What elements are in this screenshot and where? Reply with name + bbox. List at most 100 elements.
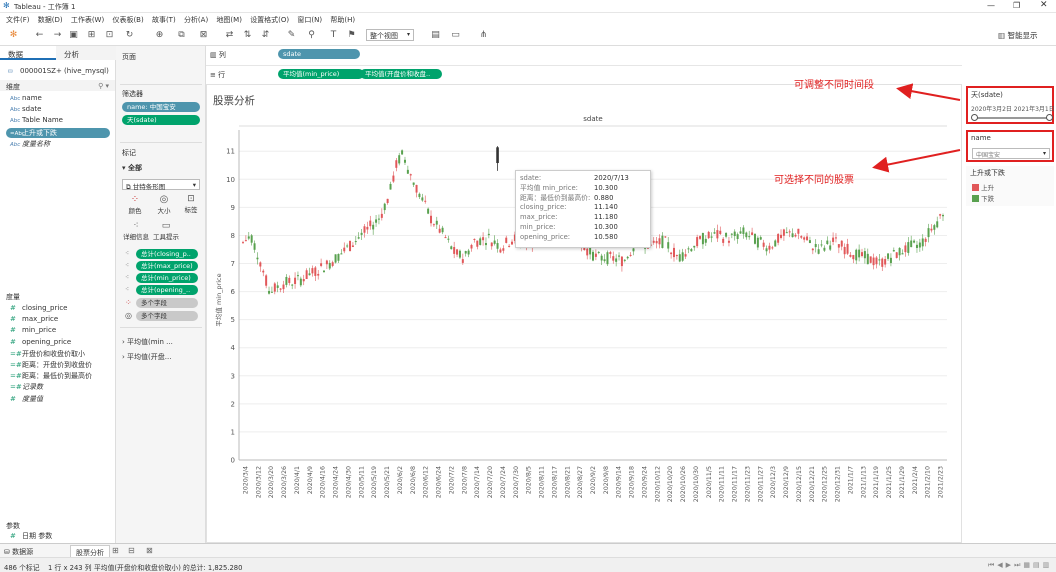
measure-item[interactable]: =#距离：开盘价到收盘价 — [10, 360, 92, 370]
mark-field-pill[interactable]: 总计(opening_.. — [136, 285, 198, 295]
menu-story[interactable]: 故事(T) — [151, 16, 176, 24]
multi-field-pill[interactable]: 多个字段 — [136, 298, 198, 308]
menu-file[interactable]: 文件(F) — [6, 16, 30, 24]
tooltip-row: min_price: 10.300 — [520, 223, 646, 233]
dimension-item[interactable]: Abc Table Name — [10, 116, 63, 124]
size-button[interactable]: ◎ 大小 — [153, 194, 175, 215]
dimension-item[interactable]: Abc 度量名称 — [10, 139, 50, 149]
menu-map[interactable]: 地图(M) — [216, 16, 242, 24]
tableau-home-icon[interactable]: ✻ — [9, 30, 18, 40]
menu-format[interactable]: 设置格式(O) — [250, 16, 290, 24]
pin-icon[interactable]: ⚑ — [347, 30, 356, 40]
show-cards-icon[interactable]: ▤ — [431, 30, 440, 40]
tooltip-button[interactable]: ▭ 工具提示 — [152, 221, 180, 241]
sheet-nav-buttons[interactable]: ⏮◀▶⏭▦▤▥ — [988, 561, 1053, 569]
name-filter-card[interactable]: name 中国宝安 ▾ — [966, 130, 1054, 162]
column-pill-sdate[interactable]: sdate — [278, 49, 360, 59]
search-icon[interactable]: ⚲ ▾ — [98, 82, 109, 90]
show-me-button[interactable]: ▥ 智能显示 — [998, 30, 1037, 41]
tooltip-row: max_price: 11.180 — [520, 213, 646, 223]
new-dashboard-icon[interactable]: ⊟ — [128, 546, 135, 555]
measure-item[interactable]: =#开盘价和收盘价取小 — [10, 349, 85, 359]
save-icon[interactable]: ▣ — [69, 30, 78, 40]
restore-icon[interactable]: ❐ — [1013, 1, 1021, 10]
redo-icon[interactable]: → — [53, 30, 62, 40]
string-type-icon: Abc — [10, 107, 21, 114]
presentation-icon[interactable]: ▭ — [451, 30, 460, 40]
menu-dashboard[interactable]: 仪表板(B) — [112, 16, 144, 24]
menu-help[interactable]: 帮助(H) — [330, 16, 356, 24]
view-fit-select[interactable]: 整个视图 ▾ — [366, 29, 414, 41]
mark-field-pill[interactable]: 总计(min_price) — [136, 273, 198, 283]
new-worksheet-icon[interactable]: ⊕ — [155, 30, 164, 40]
sort-asc-icon[interactable]: ⇅ — [243, 30, 252, 40]
mark-type-select[interactable]: ⧉ 甘特条形图 ▾ — [122, 179, 200, 191]
menu-data[interactable]: 数据(D) — [37, 16, 63, 24]
chevron-down-icon: ▾ — [1042, 150, 1046, 157]
duplicate-icon[interactable]: ⧉ — [178, 30, 185, 40]
row-pill-open[interactable]: 平均值(开盘价和收盘.. — [360, 69, 442, 79]
mark-field-pill[interactable]: 总计(max_price) — [136, 261, 198, 271]
new-datasource-icon[interactable]: ⊞ — [87, 30, 96, 40]
filter-pill-name[interactable]: name: 中国宝安 — [122, 102, 200, 112]
marks-card-min[interactable]: › 平均值(min ... — [122, 337, 173, 347]
candle-body — [467, 250, 470, 255]
date-slider-end-handle[interactable] — [1046, 114, 1053, 121]
share-icon[interactable]: ⋔ — [479, 30, 488, 40]
highlight-icon[interactable]: ✎ — [287, 30, 296, 40]
filter-pill-date[interactable]: 天(sdate) — [122, 115, 200, 125]
menu-analysis[interactable]: 分析(A) — [183, 16, 209, 24]
label-icon[interactable]: T — [330, 30, 337, 40]
candle-body — [655, 241, 658, 244]
candle-body — [826, 240, 829, 245]
clear-sheet-icon[interactable]: ⊠ — [199, 30, 208, 40]
dimension-item[interactable]: Abc sdate — [10, 105, 41, 113]
sheet-tabs: ⛁ 数据源 股票分析 ⊞ ⊟ ⊠ — [0, 544, 1056, 558]
swap-icon[interactable]: ⇄ — [225, 30, 234, 40]
new-story-icon[interactable]: ⊠ — [146, 546, 153, 555]
measure-item[interactable]: =#距离：最低价到最高价 — [10, 371, 92, 381]
refresh-icon[interactable]: ↻ — [125, 30, 134, 40]
multi-field-pill[interactable]: 多个字段 — [136, 311, 198, 321]
pause-update-icon[interactable]: ⊡ — [105, 30, 114, 40]
datasource-item[interactable]: ⛁ 000001SZ+ (hive_mysql) — [8, 67, 109, 75]
candle-body — [328, 262, 331, 269]
name-filter-select[interactable]: 中国宝安 ▾ — [972, 148, 1050, 159]
tab-data[interactable]: 数据 — [0, 46, 56, 60]
measure-item[interactable]: # min_price — [10, 326, 56, 334]
mark-field-pill[interactable]: 总计(closing_p.. — [136, 249, 198, 259]
measure-item[interactable]: =#记录数 — [10, 382, 43, 392]
color-button[interactable]: ⁘ 颜色 — [124, 194, 146, 215]
group-icon[interactable]: ⚲ — [308, 30, 315, 40]
measure-item[interactable]: # closing_price — [10, 304, 67, 312]
param-item[interactable]: # 日期 参数 — [10, 531, 52, 541]
legend-item-down[interactable]: 下跌 — [972, 193, 994, 203]
candle-body — [401, 150, 404, 155]
tab-analysis[interactable]: 分析 — [56, 46, 116, 60]
date-slider-track[interactable] — [974, 117, 1050, 119]
menu-worksheet[interactable]: 工作表(W) — [70, 16, 105, 24]
date-filter-card[interactable]: 天(sdate) 2020年3月2日 2021年3月1日 — [966, 86, 1055, 124]
menu-window[interactable]: 窗口(N) — [297, 16, 323, 24]
marks-card-open[interactable]: › 平均值(开盘... — [122, 352, 171, 362]
label-button[interactable]: ⊡ 标签 — [180, 194, 202, 214]
legend-item-up[interactable]: 上升 — [972, 182, 994, 192]
tab-sheet[interactable]: 股票分析 — [70, 545, 110, 557]
x-tick-label: 2020/8/11 — [539, 466, 546, 498]
marks-all-label: ▾ 全部 — [122, 163, 142, 173]
undo-icon[interactable]: ← — [35, 30, 44, 40]
sort-desc-icon[interactable]: ⇵ — [261, 30, 270, 40]
minimize-icon[interactable]: — — [987, 1, 995, 10]
tab-datasource[interactable]: ⛁ 数据源 — [4, 547, 33, 557]
detail-button[interactable]: ⁖ 详细信息 — [122, 221, 150, 241]
date-slider-start-handle[interactable] — [971, 114, 978, 121]
new-sheet-icon[interactable]: ⊞ — [112, 546, 119, 555]
close-icon[interactable]: ✕ — [1040, 0, 1048, 10]
measure-item[interactable]: # max_price — [10, 315, 58, 323]
dimension-item[interactable]: Abc name — [10, 94, 42, 102]
row-pill-min[interactable]: 平均值(min_price) — [278, 69, 364, 79]
measure-item[interactable]: # 度量值 — [10, 394, 43, 404]
dimension-item[interactable]: =Abc上升或下跌 — [6, 127, 110, 138]
candlestick-chart[interactable]: sdate 0 1 2 3 4 5 6 7 8 9 10 11 平均值 min_price 2020/3/4… — [207, 85, 963, 544]
measure-item[interactable]: # opening_price — [10, 338, 71, 346]
